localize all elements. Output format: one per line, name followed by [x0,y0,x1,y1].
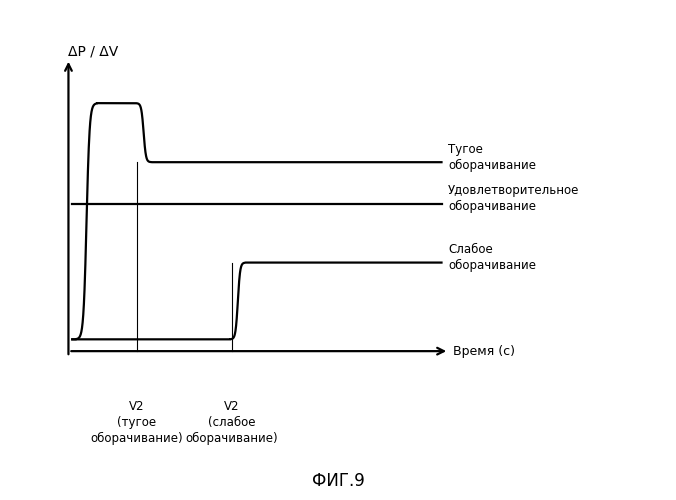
Text: ФИГ.9: ФИГ.9 [312,472,364,490]
Text: Время (с): Время (с) [453,344,515,358]
Text: V2
(тугое
оборачивание): V2 (тугое оборачивание) [91,400,183,445]
Text: ΔP / ΔV: ΔP / ΔV [68,45,119,59]
Text: Слабое
оборачивание: Слабое оборачивание [448,243,536,272]
Text: Удовлетворительное
оборачивание: Удовлетворительное оборачивание [448,184,579,213]
Text: Тугое
оборачивание: Тугое оборачивание [448,142,536,172]
Text: V2
(слабое
оборачивание): V2 (слабое оборачивание) [186,400,279,445]
